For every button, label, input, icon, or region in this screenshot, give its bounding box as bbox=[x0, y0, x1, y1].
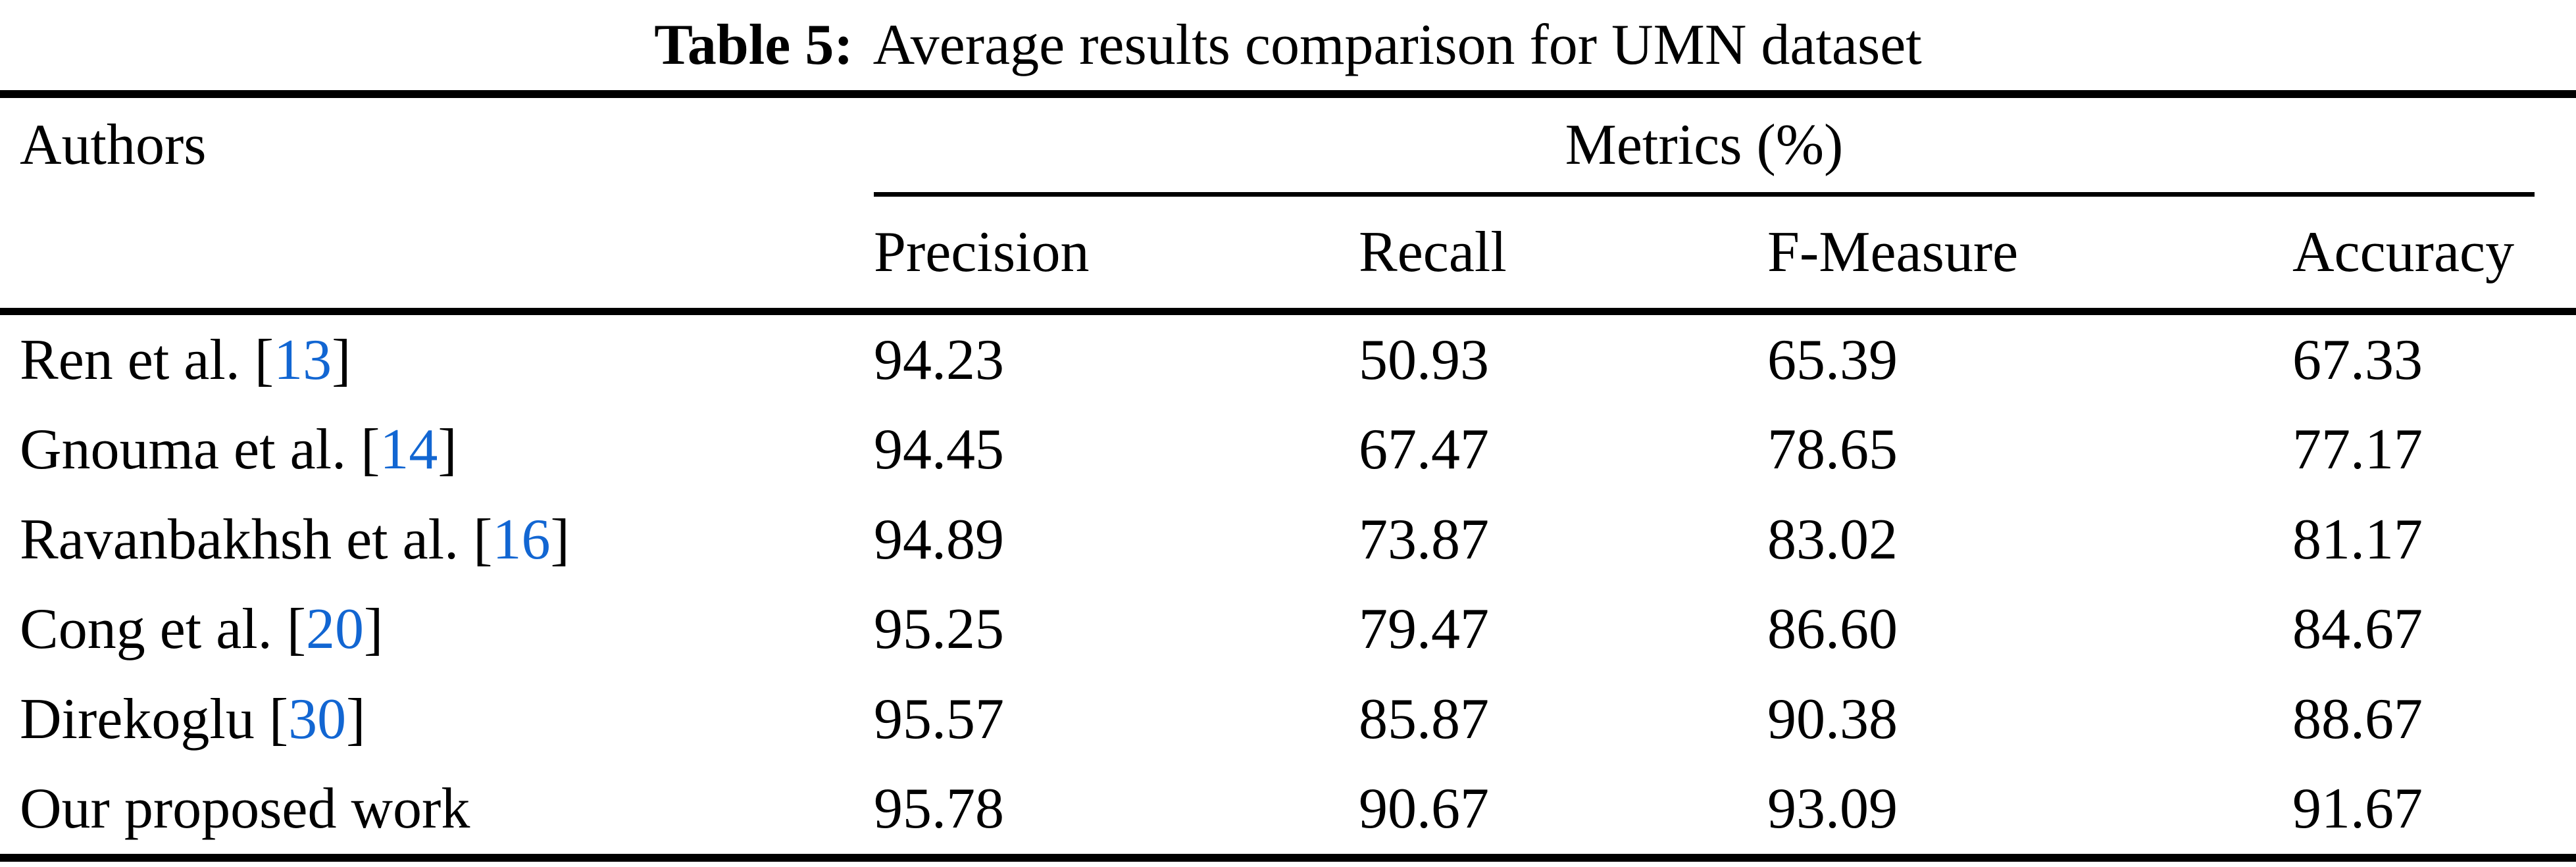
precision-cell: 95.78 bbox=[874, 777, 1004, 841]
author-cell: Gnouma et al. [14] bbox=[0, 416, 874, 483]
author-cell: Direkoglu [30] bbox=[0, 686, 874, 753]
f-measure-cell: 78.65 bbox=[1767, 418, 1898, 482]
column-group-metrics: Metrics (%) bbox=[1565, 113, 1844, 177]
author-name: Ravanbakhsh et al. bbox=[20, 507, 459, 572]
table-row: Our proposed work 95.78 90.67 93.09 91.6… bbox=[0, 764, 2576, 854]
citation-link[interactable]: 20 bbox=[306, 597, 365, 662]
table-top-rule bbox=[0, 90, 2576, 98]
table-column-headers: Precision Recall F-Measure Accuracy bbox=[0, 197, 2576, 308]
citation: [14] bbox=[361, 418, 457, 482]
accuracy-cell: 91.67 bbox=[2292, 777, 2423, 841]
citation: [16] bbox=[473, 508, 570, 572]
accuracy-cell: 88.67 bbox=[2292, 687, 2423, 751]
citation-link[interactable]: 14 bbox=[380, 418, 438, 482]
precision-cell: 95.25 bbox=[874, 597, 1004, 662]
citation-link[interactable]: 30 bbox=[288, 687, 347, 751]
author-cell: Ren et al. [13] bbox=[0, 327, 874, 393]
author-cell: Our proposed work bbox=[0, 776, 874, 842]
citation-link[interactable]: 13 bbox=[274, 328, 332, 392]
column-header-recall: Recall bbox=[1359, 220, 1507, 284]
citation-bracket-open: [ bbox=[473, 507, 493, 572]
f-measure-cell: 93.09 bbox=[1767, 777, 1898, 841]
precision-cell: 95.57 bbox=[874, 687, 1004, 751]
table-body: Ren et al. [13] 94.23 50.93 65.39 67.33 G… bbox=[0, 315, 2576, 854]
accuracy-cell: 81.17 bbox=[2292, 507, 2423, 572]
column-header-f-measure: F-Measure bbox=[1767, 220, 2019, 284]
citation-bracket-open: [ bbox=[361, 418, 380, 482]
recall-cell: 67.47 bbox=[1359, 418, 1489, 482]
column-header-authors: Authors bbox=[20, 113, 207, 177]
citation-bracket-close: ] bbox=[550, 507, 570, 572]
author-name: Ren et al. bbox=[20, 328, 240, 392]
author-cell: Ravanbakhsh et al. [16] bbox=[0, 507, 874, 573]
table-row: Direkoglu [30] 95.57 85.87 90.38 88.67 bbox=[0, 674, 2576, 764]
author-name: Our proposed work bbox=[20, 777, 470, 841]
table-header-rule bbox=[0, 308, 2576, 315]
table-caption-label: Table 5: bbox=[654, 13, 853, 77]
f-measure-cell: 86.60 bbox=[1767, 597, 1898, 662]
author-name: Gnouma et al. bbox=[20, 418, 347, 482]
citation: [13] bbox=[255, 328, 351, 392]
table-row: Cong et al. [20] 95.25 79.47 86.60 84.67 bbox=[0, 585, 2576, 674]
accuracy-cell: 77.17 bbox=[2292, 418, 2423, 482]
citation-bracket-open: [ bbox=[268, 687, 289, 751]
citation-bracket-open: [ bbox=[286, 597, 307, 662]
citation-bracket-close: ] bbox=[364, 597, 384, 662]
recall-cell: 73.87 bbox=[1359, 507, 1489, 572]
table-row: Gnouma et al. [14] 94.45 67.47 78.65 77.1… bbox=[0, 405, 2576, 495]
precision-cell: 94.89 bbox=[874, 507, 1004, 572]
citation-bracket-open: [ bbox=[254, 328, 274, 392]
f-measure-cell: 90.38 bbox=[1767, 687, 1898, 751]
f-measure-cell: 83.02 bbox=[1767, 507, 1898, 572]
recall-cell: 79.47 bbox=[1359, 597, 1489, 662]
table-caption-text: Average results comparison for UMN datas… bbox=[872, 13, 1922, 77]
citation: [20] bbox=[287, 597, 384, 661]
accuracy-cell: 67.33 bbox=[2292, 328, 2423, 392]
table-row: Ren et al. [13] 94.23 50.93 65.39 67.33 bbox=[0, 315, 2576, 405]
citation-link[interactable]: 16 bbox=[492, 507, 551, 572]
table-row: Ravanbakhsh et al. [16] 94.89 73.87 83.02… bbox=[0, 495, 2576, 584]
column-header-precision: Precision bbox=[874, 220, 1090, 284]
citation-bracket-close: ] bbox=[438, 418, 457, 482]
recall-cell: 50.93 bbox=[1359, 328, 1489, 392]
metrics-group-rule bbox=[874, 192, 2535, 197]
author-name: Cong et al. bbox=[20, 597, 272, 662]
precision-cell: 94.45 bbox=[874, 418, 1004, 482]
recall-cell: 90.67 bbox=[1359, 777, 1489, 841]
citation: [30] bbox=[269, 687, 366, 751]
table-caption: Table 5: Average results comparison for … bbox=[0, 0, 2576, 90]
precision-cell: 94.23 bbox=[874, 328, 1004, 392]
table-header-groups: Authors Metrics (%) bbox=[0, 98, 2576, 192]
author-name: Direkoglu bbox=[20, 687, 255, 751]
accuracy-cell: 84.67 bbox=[2292, 597, 2423, 662]
citation-bracket-close: ] bbox=[332, 328, 351, 392]
f-measure-cell: 65.39 bbox=[1767, 328, 1898, 392]
recall-cell: 85.87 bbox=[1359, 687, 1489, 751]
author-cell: Cong et al. [20] bbox=[0, 596, 874, 662]
table-bottom-rule bbox=[0, 854, 2576, 862]
column-header-accuracy: Accuracy bbox=[2292, 220, 2515, 284]
citation-bracket-close: ] bbox=[346, 687, 366, 751]
